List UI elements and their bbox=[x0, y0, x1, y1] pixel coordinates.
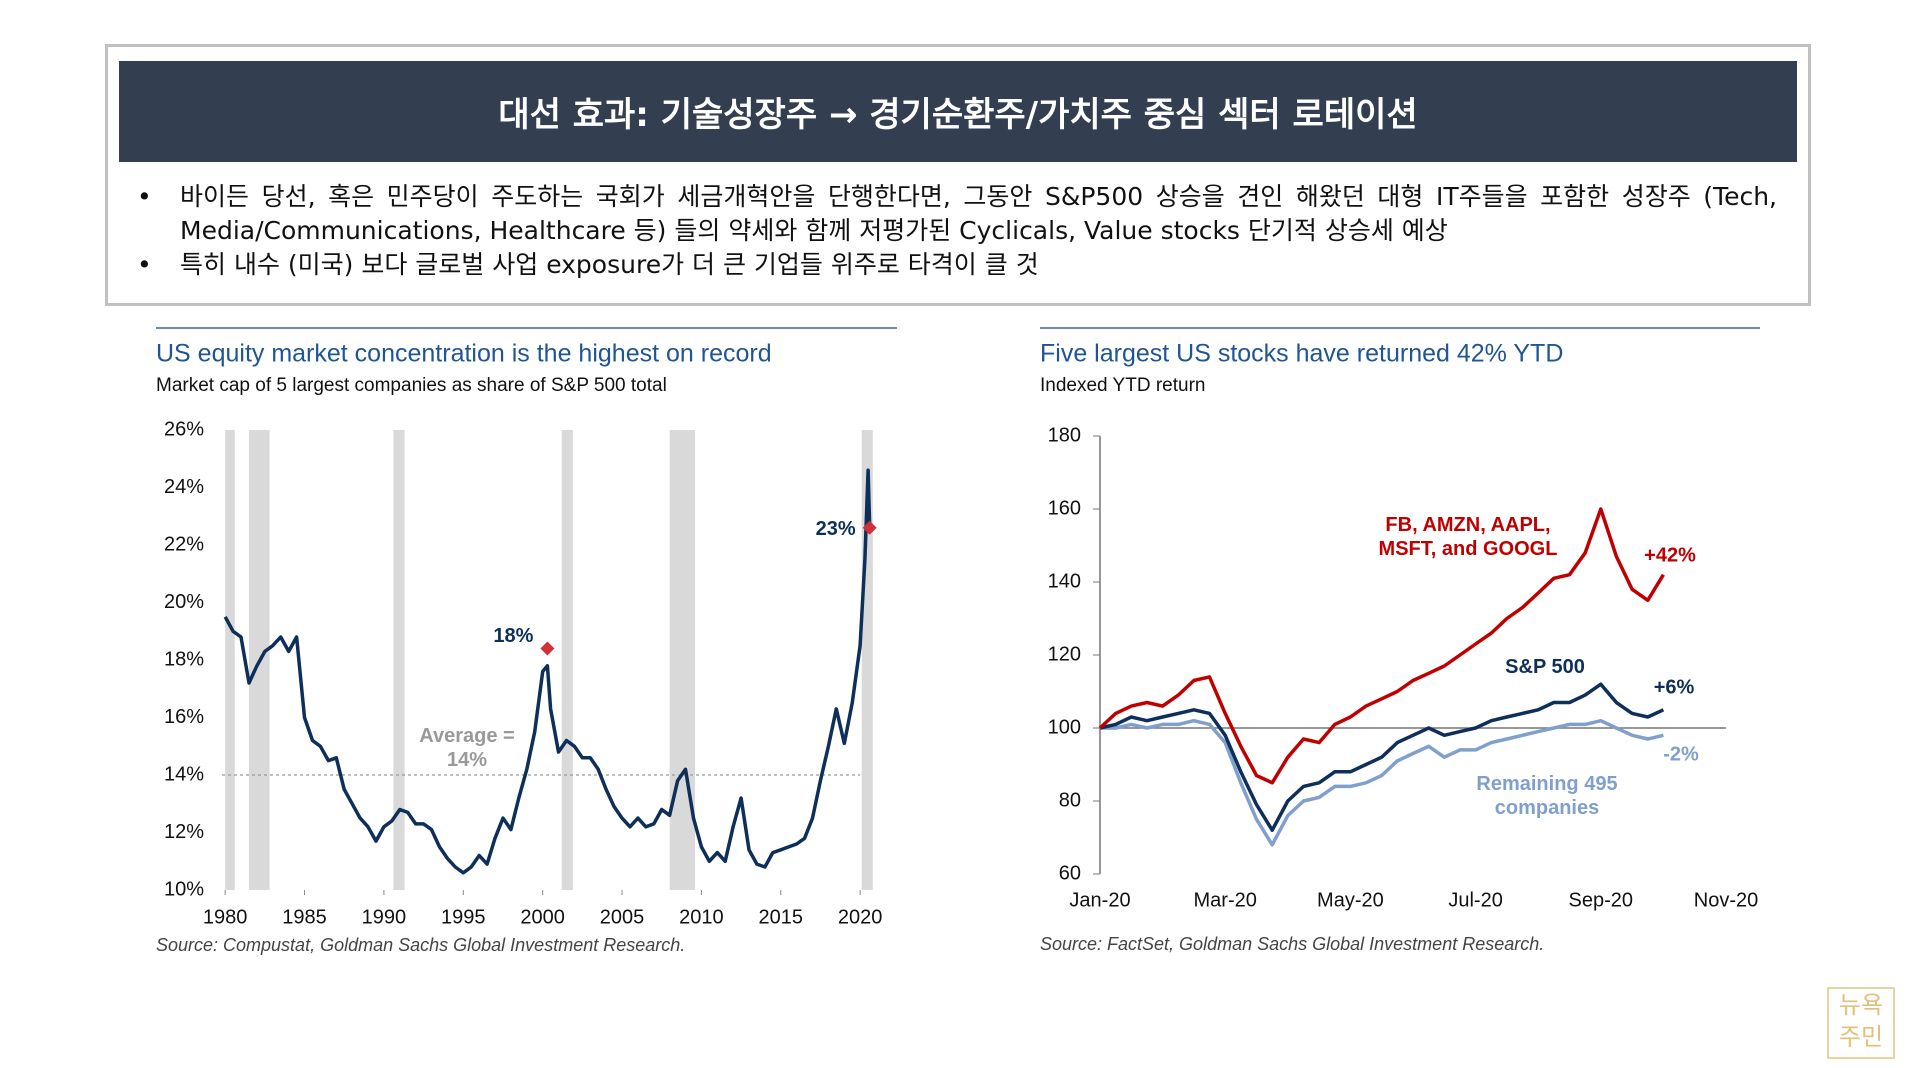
x-tick-label: 1980 bbox=[203, 906, 248, 928]
y-tick-label: 26% bbox=[164, 418, 204, 440]
data-line bbox=[223, 468, 872, 875]
y-tick-label: 12% bbox=[164, 821, 204, 843]
x-tick-label: Sep-20 bbox=[1569, 889, 1634, 911]
marker bbox=[540, 641, 555, 656]
x-tick-label: 1995 bbox=[441, 906, 486, 928]
x-tick-label: 2010 bbox=[679, 906, 724, 928]
chart-title: US equity market concentration is the hi… bbox=[156, 340, 772, 368]
watermark-text: 뉴욕 bbox=[1838, 991, 1884, 1019]
series-line bbox=[1100, 718, 1664, 847]
y-tick-label: 180 bbox=[1048, 424, 1081, 446]
recession-band bbox=[669, 430, 696, 890]
recession-band bbox=[225, 430, 235, 890]
marker-label: 23% bbox=[816, 518, 856, 540]
y-tick-label: 80 bbox=[1059, 789, 1081, 811]
x-tick-label: 2000 bbox=[520, 906, 565, 928]
source: Source: FactSet, Goldman Sachs Global In… bbox=[1040, 934, 1544, 954]
marker bbox=[862, 520, 877, 535]
x-tick-label: Jul-20 bbox=[1448, 889, 1502, 911]
y-tick-label: 140 bbox=[1048, 570, 1081, 592]
source: Source: Compustat, Goldman Sachs Global … bbox=[156, 935, 685, 955]
bullet-text: 바이든 당선, 혹은 민주당이 주도하는 국회가 세금개혁안을 단행한다면, 그… bbox=[180, 182, 1777, 245]
series-label: Remaining 495 companies bbox=[1476, 773, 1618, 819]
y-tick-label: 16% bbox=[164, 706, 204, 728]
y-tick-label: 160 bbox=[1048, 497, 1081, 519]
marker-label: 18% bbox=[493, 625, 533, 647]
x-tick-label: 1985 bbox=[282, 906, 327, 928]
y-tick-label: 60 bbox=[1059, 862, 1081, 884]
x-tick-label: May-20 bbox=[1317, 889, 1384, 911]
series-label: FB, AMZN, AAPL, MSFT, and GOOGL bbox=[1378, 514, 1558, 560]
y-tick-label: 18% bbox=[164, 648, 204, 670]
bullet: • 특히 내수 (미국) 보다 글로벌 사업 exposure가 더 큰 기업들 … bbox=[137, 248, 1777, 282]
x-tick-label: 2015 bbox=[759, 906, 804, 928]
series-label: S&P 500 bbox=[1505, 656, 1585, 678]
series-line bbox=[1099, 682, 1665, 832]
x-tick-label: Jan-20 bbox=[1069, 889, 1130, 911]
x-tick-label: 2005 bbox=[600, 906, 645, 928]
end-label: -2% bbox=[1663, 743, 1699, 765]
bullet: • 바이든 당선, 혹은 민주당이 주도하는 국회가 세금개혁안을 단행한다면, … bbox=[137, 180, 1777, 248]
x-tick-label: 2020 bbox=[838, 906, 883, 928]
recession-band bbox=[861, 430, 873, 890]
slide-title: 대선 효과: 기술성장주 → 경기순환주/가치주 중심 섹터 로테이션 bbox=[119, 61, 1797, 162]
end-label: +6% bbox=[1654, 676, 1695, 698]
y-tick-label: 14% bbox=[164, 763, 204, 785]
x-tick-label: Mar-20 bbox=[1194, 889, 1257, 911]
x-tick-label: Nov-20 bbox=[1694, 889, 1758, 911]
watermark-text: 주민 bbox=[1838, 1023, 1884, 1051]
y-tick-label: 24% bbox=[164, 476, 204, 498]
y-tick-label: 20% bbox=[164, 591, 204, 613]
bullet-text: 특히 내수 (미국) 보다 글로벌 사업 exposure가 더 큰 기업들 위… bbox=[180, 250, 1039, 279]
chart-title: Five largest US stocks have returned 42%… bbox=[1040, 340, 1563, 368]
recession-band bbox=[561, 430, 573, 890]
chart-subtitle: Market cap of 5 largest companies as sha… bbox=[156, 375, 667, 396]
bullet-list: • 바이든 당선, 혹은 민주당이 주도하는 국회가 세금개혁안을 단행한다면, … bbox=[137, 180, 1777, 282]
x-tick-label: 1990 bbox=[362, 906, 407, 928]
recession-band bbox=[393, 430, 405, 890]
y-tick-label: 10% bbox=[164, 878, 204, 900]
series-line bbox=[1098, 507, 1665, 785]
average-label: Average = 14% bbox=[419, 725, 515, 771]
y-tick-label: 22% bbox=[164, 533, 204, 555]
end-label: +42% bbox=[1644, 544, 1696, 566]
summary-box bbox=[105, 44, 1811, 306]
y-tick-label: 120 bbox=[1048, 643, 1081, 665]
chart-subtitle: Indexed YTD return bbox=[1040, 375, 1205, 396]
y-tick-label: 100 bbox=[1048, 716, 1081, 738]
